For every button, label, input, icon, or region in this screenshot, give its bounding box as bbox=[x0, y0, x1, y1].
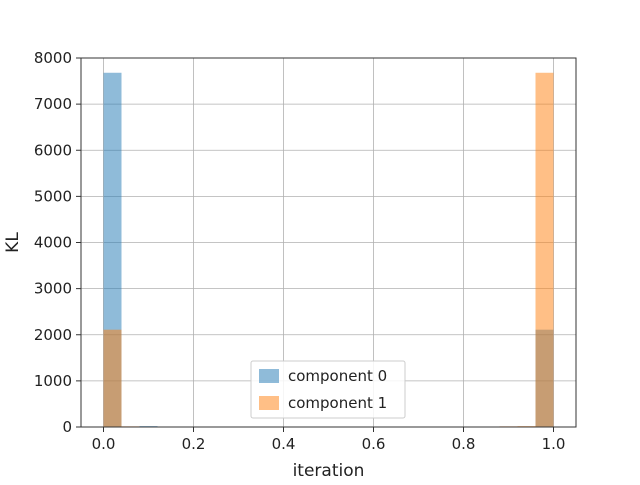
y-tick-label-7: 7000 bbox=[34, 95, 72, 113]
y-tick-label-4: 4000 bbox=[34, 234, 72, 252]
y-tick-label-1: 1000 bbox=[34, 372, 72, 390]
legend-label-0: component 0 bbox=[288, 367, 387, 385]
y-tick-label-2: 2000 bbox=[34, 326, 72, 344]
x-tick-label-4: 0.8 bbox=[452, 435, 476, 453]
y-tick-label-3: 3000 bbox=[34, 280, 72, 298]
bar-series-1-bin-0 bbox=[104, 330, 122, 427]
legend-swatch-0 bbox=[259, 369, 279, 383]
legend: component 0 component 1 bbox=[251, 361, 405, 418]
y-axis-label: KL bbox=[3, 232, 23, 253]
legend-swatch-1 bbox=[259, 396, 279, 410]
y-tick-label-0: 0 bbox=[62, 418, 72, 436]
x-tick-label-5: 1.0 bbox=[542, 435, 566, 453]
x-tick-label-2: 0.4 bbox=[272, 435, 296, 453]
legend-label-1: component 1 bbox=[288, 394, 387, 412]
y-tick-label-5: 5000 bbox=[34, 187, 72, 205]
x-tick-label-3: 0.6 bbox=[362, 435, 386, 453]
x-axis-label: iteration bbox=[293, 461, 365, 480]
x-tick-label-1: 0.2 bbox=[182, 435, 206, 453]
bar-series-1-bin-5 bbox=[536, 73, 554, 427]
y-tick-label-8: 8000 bbox=[34, 49, 72, 67]
y-tick-label-6: 6000 bbox=[34, 141, 72, 159]
x-tick-label-0: 0.0 bbox=[92, 435, 116, 453]
